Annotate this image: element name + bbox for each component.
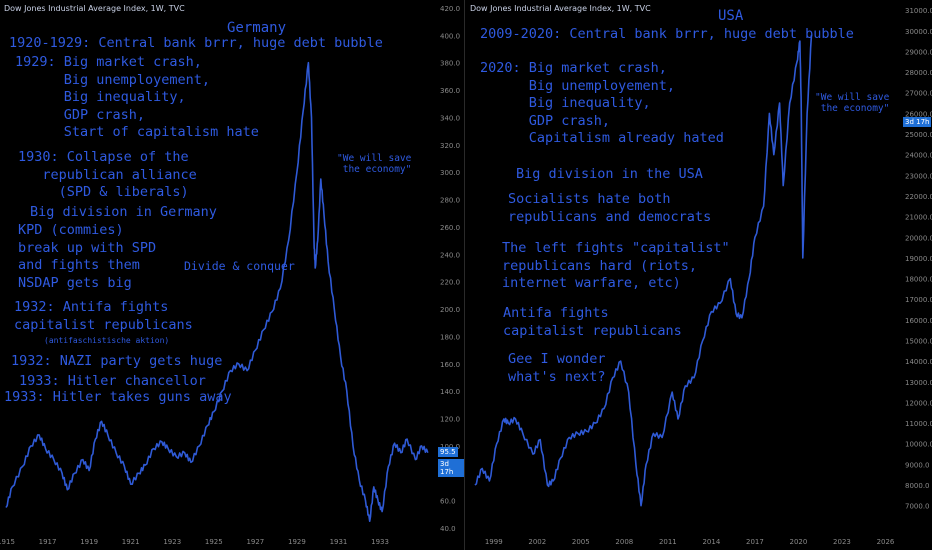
y-tick-label: 22000.0: [905, 193, 932, 201]
y-tick-label: 30000.0: [905, 28, 932, 36]
y-tick-label: 31000.0: [905, 7, 932, 15]
y-tick-label: 120.0: [440, 416, 460, 424]
y-tick-label: 8000.0: [905, 482, 930, 490]
y-tick-label: 19000.0: [905, 255, 932, 263]
y-tick-label: 40.0: [440, 525, 456, 533]
series-line: [474, 34, 813, 507]
x-tick-label: 1917: [39, 538, 57, 546]
y-tick-label: 28000.0: [905, 69, 932, 77]
annotation-left-fights: The left fights "capitalist" republicans…: [502, 240, 730, 291]
x-tick-label: 1921: [122, 538, 140, 546]
chart-title: Dow Jones Industrial Average Index, 1W, …: [4, 4, 185, 13]
y-tick-label: 240.0: [440, 251, 460, 259]
y-tick-label: 340.0: [440, 114, 460, 122]
y-tick-label: 29000.0: [905, 48, 932, 56]
annotation-divide-conquer: Divide & conquer: [184, 259, 295, 273]
x-tick-label: 1915: [0, 538, 15, 546]
y-tick-label: 24000.0: [905, 152, 932, 160]
x-tick-label: 1925: [205, 538, 223, 546]
y-tick-label: 10000.0: [905, 441, 932, 449]
last-value-badge: 3d 17h: [903, 117, 932, 127]
x-tick-label: 2014: [702, 538, 720, 546]
x-tick-label: 2011: [659, 538, 677, 546]
annotation-antifa-german: (antifaschistische aktion): [44, 336, 170, 345]
annotation-socialists: Socialists hate both republicans and dem…: [508, 191, 712, 225]
annotation-guns: 1933: Hitler takes guns away: [4, 389, 232, 405]
y-tick-label: 60.0: [440, 498, 456, 506]
y-tick-label: 20000.0: [905, 234, 932, 242]
y-tick-label: 7000.0: [905, 503, 930, 511]
y-tick-label: 15000.0: [905, 337, 932, 345]
x-tick-label: 1931: [330, 538, 348, 546]
y-tick-label: 23000.0: [905, 172, 932, 180]
annotation-market-crash: 2020: Big market crash, Big unemployemen…: [480, 60, 724, 146]
y-tick-label: 260.0: [440, 224, 460, 232]
annotation-whats-next: Gee I wonder what's next?: [508, 351, 606, 385]
y-tick-label: 27000.0: [905, 90, 932, 98]
y-tick-label: 140.0: [440, 388, 460, 396]
y-tick-label: 180.0: [440, 333, 460, 341]
y-tick-label: 280.0: [440, 197, 460, 205]
annotation-chancellor: 1933: Hitler chancellor: [19, 373, 206, 389]
x-tick-label: 2008: [615, 538, 633, 546]
annotation-alliance-collapse: 1930: Collapse of the republican allianc…: [18, 149, 197, 200]
annotation-save-economy: "We will save the economy": [815, 92, 890, 114]
y-tick-label: 380.0: [440, 60, 460, 68]
y-tick-label: 18000.0: [905, 276, 932, 284]
last-value-badge: 95.5: [438, 447, 458, 457]
y-tick-label: 9000.0: [905, 461, 930, 469]
annotation-debt-bubble: 1920-1929: Central bank brrr, huge debt …: [9, 35, 383, 51]
annotation-kpd: KPD (commies) break up with SPD and figh…: [18, 222, 157, 291]
y-tick-label: 26000.0: [905, 110, 932, 118]
x-tick-label: 2023: [833, 538, 851, 546]
countdown-badge: 3d 17h: [438, 459, 464, 477]
annotation-market-crash: 1929: Big market crash, Big unemployemen…: [15, 54, 259, 140]
y-tick-label: 220.0: [440, 279, 460, 287]
x-tick-label: 1919: [80, 538, 98, 546]
y-tick-label: 360.0: [440, 87, 460, 95]
x-tick-label: 1929: [288, 538, 306, 546]
y-tick-label: 400.0: [440, 32, 460, 40]
x-tick-label: 1927: [246, 538, 264, 546]
region-label: USA: [718, 8, 744, 24]
germany-chart-panel: Dow Jones Industrial Average Index, 1W, …: [0, 0, 465, 550]
x-tick-label: 1923: [163, 538, 181, 546]
y-tick-label: 160.0: [440, 361, 460, 369]
x-tick-label: 2020: [790, 538, 808, 546]
x-tick-label: 2002: [528, 538, 546, 546]
annotation-save-economy: "We will save the economy": [337, 153, 412, 175]
germany-chart-svg: 40.060.080.0100.0120.0140.0160.0180.0200…: [0, 5, 460, 546]
annotation-division: Big division in the USA: [516, 166, 703, 182]
y-tick-label: 21000.0: [905, 214, 932, 222]
y-tick-label: 100.0: [440, 443, 460, 451]
annotation-antifa: Antifa fights capitalist republicans: [503, 305, 682, 339]
usa-chart-panel: Dow Jones Industrial Average Index, 1W, …: [466, 0, 932, 550]
y-tick-label: 300.0: [440, 169, 460, 177]
y-tick-label: 17000.0: [905, 296, 932, 304]
annotation-antifa: 1932: Antifa fights capitalist republica…: [14, 299, 193, 333]
y-tick-label: 12000.0: [905, 399, 932, 407]
annotation-debt-bubble: 2009-2020: Central bank brrr, huge debt …: [480, 26, 854, 42]
annotation-nazi: 1932: NAZI party gets huge: [11, 353, 223, 369]
x-tick-label: 2005: [572, 538, 590, 546]
region-label: Germany: [227, 20, 287, 36]
y-tick-label: 16000.0: [905, 317, 932, 325]
annotation-division: Big division in Germany: [30, 204, 217, 220]
x-tick-label: 1933: [371, 538, 389, 546]
series-line: [5, 61, 429, 522]
y-tick-label: 200.0: [440, 306, 460, 314]
x-tick-label: 2026: [877, 538, 895, 546]
y-tick-label: 14000.0: [905, 358, 932, 366]
y-tick-label: 13000.0: [905, 379, 932, 387]
y-tick-label: 420.0: [440, 5, 460, 13]
y-tick-label: 11000.0: [905, 420, 932, 428]
usa-chart-svg: 7000.0 8000.0 9000.0 10000.0 11000.0 12000.0 1…: [474, 7, 932, 546]
x-tick-label: 2017: [746, 538, 764, 546]
y-tick-label: 320.0: [440, 142, 460, 150]
y-tick-label: 25000.0: [905, 131, 932, 139]
x-tick-label: 1999: [485, 538, 503, 546]
chart-title: Dow Jones Industrial Average Index, 1W, …: [470, 4, 651, 13]
